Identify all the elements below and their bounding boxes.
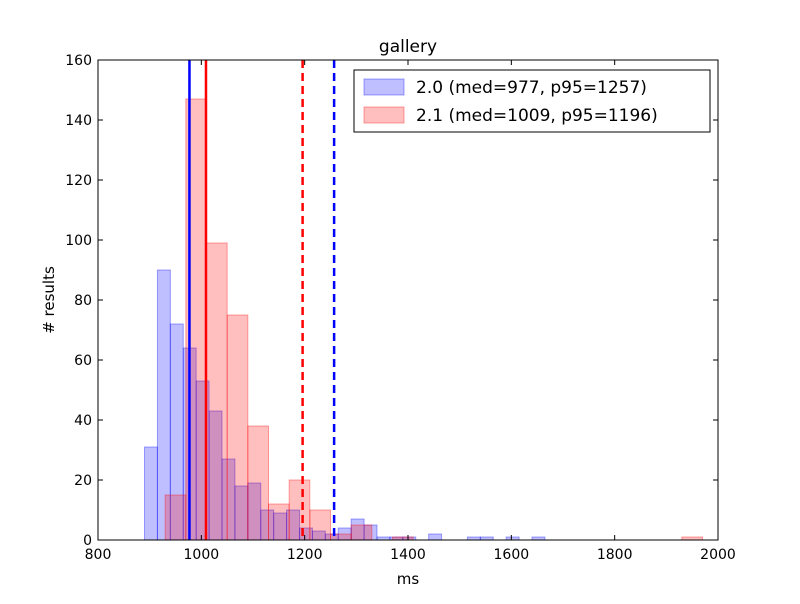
y-tick-label: 0 [83, 533, 92, 549]
x-tick-label: 1000 [184, 547, 220, 563]
x-tick-label: 1200 [287, 547, 323, 563]
legend: 2.0 (med=977, p95=1257) 2.1 (med=1009, p9… [353, 69, 711, 133]
legend-swatch-series-0 [363, 78, 405, 96]
histogram-bar-series-1 [226, 314, 249, 541]
y-tick-label: 60 [74, 353, 92, 369]
legend-swatch-series-1 [363, 106, 405, 124]
x-axis-label: ms [397, 570, 420, 588]
legend-label-series-0: 2.0 (med=977, p95=1257) [416, 78, 647, 98]
x-tick-label: 800 [85, 547, 112, 563]
x-tick-label: 2000 [700, 547, 736, 563]
y-tick-label: 80 [74, 293, 92, 309]
y-tick-label: 140 [65, 113, 92, 129]
legend-box [353, 69, 711, 133]
bars-layer [144, 98, 703, 541]
histogram-bar-series-1 [288, 479, 311, 541]
histogram-bar-series-1 [164, 494, 187, 541]
x-tick-label: 1400 [390, 547, 426, 563]
histogram-bar-series-1 [350, 524, 373, 541]
histogram-bar-series-0 [428, 533, 443, 541]
reference-lines-layer [188, 60, 336, 540]
y-tick-label: 100 [65, 233, 92, 249]
chart-title: gallery [379, 37, 437, 57]
y-tick-label: 120 [65, 173, 92, 189]
y-tick-label: 20 [74, 473, 92, 489]
x-tick-label: 1800 [597, 547, 633, 563]
histogram-bar-series-1 [247, 425, 269, 541]
histogram-bar-series-1 [206, 242, 228, 541]
legend-label-series-1: 2.1 (med=1009, p95=1196) [416, 106, 658, 126]
x-tick-label: 1600 [494, 547, 530, 563]
ticks-layer: 800 1000 1200 1400 1600 1800 2000 0 20 40 60 80 100 1… [65, 53, 736, 563]
y-tick-label: 40 [74, 413, 92, 429]
y-tick-label: 160 [65, 53, 92, 69]
histogram-bar-series-1 [268, 503, 290, 541]
histogram-bar-series-1 [309, 509, 332, 541]
histogram-bar-series-0 [144, 446, 158, 541]
y-axis-label: # results [40, 266, 58, 334]
